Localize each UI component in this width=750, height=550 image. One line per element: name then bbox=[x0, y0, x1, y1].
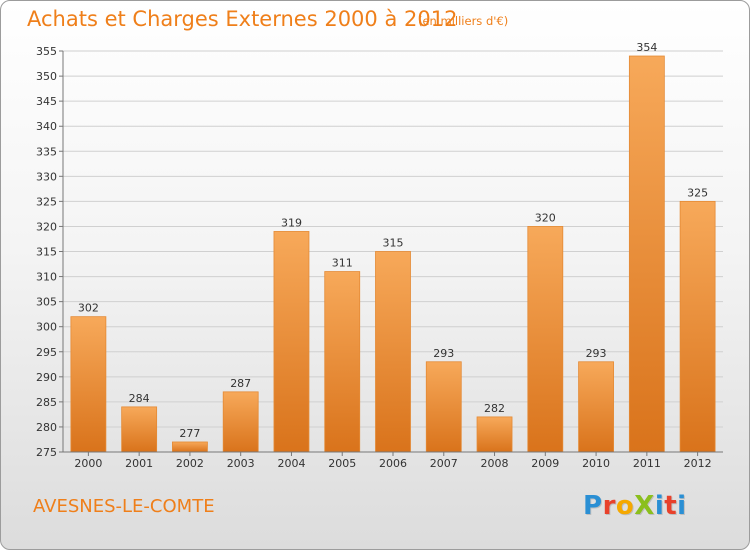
bar-2007 bbox=[425, 361, 462, 453]
bar-2008 bbox=[476, 416, 513, 453]
y-tick-label: 285 bbox=[36, 396, 57, 409]
data-label-2001: 284 bbox=[129, 392, 150, 405]
bar-2012 bbox=[679, 200, 716, 453]
x-tick-label-2005: 2005 bbox=[328, 457, 356, 470]
x-tick-label-2003: 2003 bbox=[227, 457, 255, 470]
commune-name: AVESNES-LE-COMTE bbox=[33, 496, 215, 517]
data-label-2011: 354 bbox=[636, 41, 657, 54]
x-tick-label-2011: 2011 bbox=[633, 457, 661, 470]
data-label-2005: 311 bbox=[332, 257, 353, 270]
bar-2000 bbox=[70, 316, 107, 453]
y-tick-label: 305 bbox=[36, 296, 57, 309]
data-label-2004: 319 bbox=[281, 216, 302, 229]
chart-title: Achats et Charges Externes 2000 à 2012 bbox=[27, 7, 458, 31]
y-tick-label: 325 bbox=[36, 195, 57, 208]
data-label-2008: 282 bbox=[484, 402, 505, 415]
bar-2002 bbox=[172, 441, 208, 453]
x-tick-label-2010: 2010 bbox=[582, 457, 610, 470]
data-label-2003: 287 bbox=[230, 377, 251, 390]
y-tick-label: 330 bbox=[36, 170, 57, 183]
y-tick-label: 315 bbox=[36, 246, 57, 259]
y-tick-label: 355 bbox=[36, 45, 57, 58]
bar-2009 bbox=[527, 226, 564, 453]
y-tick-label: 280 bbox=[36, 421, 57, 434]
data-label-2010: 293 bbox=[586, 347, 607, 360]
bar-2010 bbox=[578, 361, 614, 453]
x-tick-label-2009: 2009 bbox=[531, 457, 559, 470]
axis-layer: 275 280 285 290 295 300 305 310 315 320 325 330 335 3… bbox=[36, 45, 723, 470]
x-tick-label-2012: 2012 bbox=[684, 457, 712, 470]
data-label-2012: 325 bbox=[687, 186, 708, 199]
y-tick-label: 335 bbox=[36, 145, 57, 158]
bar-2003 bbox=[222, 391, 259, 453]
y-tick-label: 295 bbox=[36, 346, 57, 359]
proxiti-logo[interactable]: ProXiti bbox=[583, 491, 687, 521]
y-tick-label: 300 bbox=[36, 321, 57, 334]
bars-layer: 302 284 277 287 319 311 315 293 282 320 293 354 325 bbox=[70, 41, 716, 453]
data-label-2009: 320 bbox=[535, 211, 556, 224]
data-label-2006: 315 bbox=[383, 237, 404, 250]
bar-2004 bbox=[273, 231, 310, 453]
x-tick-label-2004: 2004 bbox=[277, 457, 305, 470]
y-tick-label: 350 bbox=[36, 70, 57, 83]
chart-subtitle: (en milliers d'€) bbox=[418, 14, 509, 28]
y-tick-label: 340 bbox=[36, 120, 57, 133]
data-label-2007: 293 bbox=[433, 347, 454, 360]
y-tick-label: 345 bbox=[36, 95, 57, 108]
data-label-2000: 302 bbox=[78, 302, 99, 315]
x-tick-label-2008: 2008 bbox=[481, 457, 509, 470]
y-tick-label: 290 bbox=[36, 371, 57, 384]
x-tick-label-2006: 2006 bbox=[379, 457, 407, 470]
data-label-2002: 277 bbox=[179, 427, 200, 440]
bar-2011 bbox=[628, 55, 665, 453]
x-tick-label-2000: 2000 bbox=[74, 457, 102, 470]
x-tick-label-2007: 2007 bbox=[430, 457, 458, 470]
bar-2006 bbox=[375, 251, 411, 453]
y-tick-label: 320 bbox=[36, 220, 57, 233]
bar-2005 bbox=[324, 271, 361, 453]
x-tick-label-2002: 2002 bbox=[176, 457, 204, 470]
bar-2001 bbox=[121, 406, 158, 453]
x-tick-label-2001: 2001 bbox=[125, 457, 153, 470]
y-tick-label: 310 bbox=[36, 271, 57, 284]
y-tick-label: 275 bbox=[36, 446, 57, 459]
